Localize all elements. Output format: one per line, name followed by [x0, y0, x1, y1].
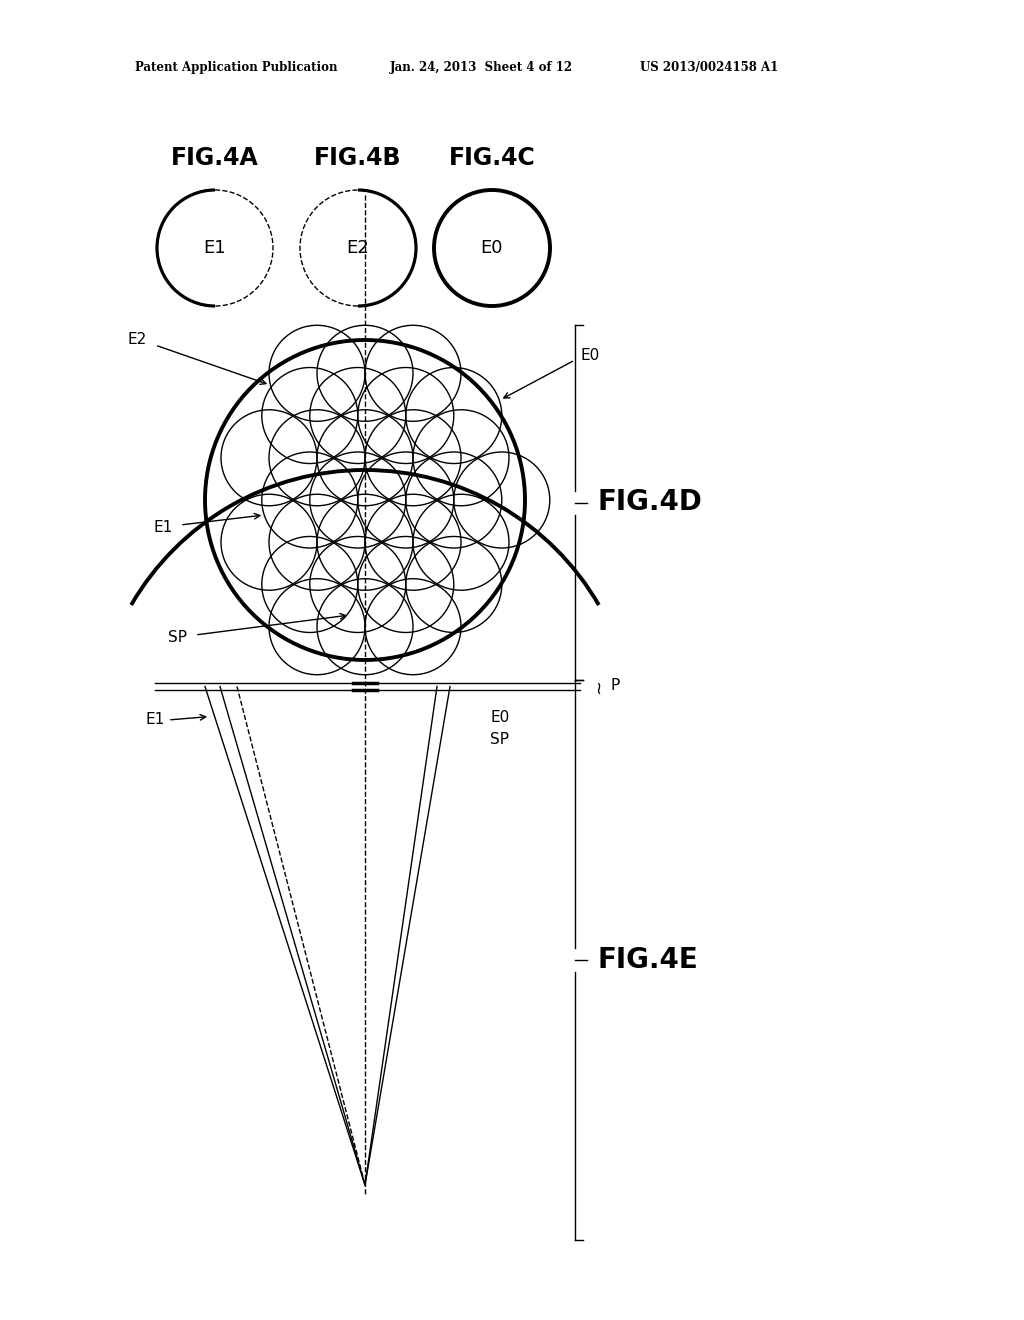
Text: E1: E1	[204, 239, 226, 257]
Text: Jan. 24, 2013  Sheet 4 of 12: Jan. 24, 2013 Sheet 4 of 12	[390, 62, 573, 74]
Text: FIG.4C: FIG.4C	[449, 147, 536, 170]
Text: SP: SP	[490, 733, 509, 747]
Text: E0: E0	[480, 239, 503, 257]
Text: Patent Application Publication: Patent Application Publication	[135, 62, 338, 74]
Text: E0: E0	[580, 347, 599, 363]
Text: US 2013/0024158 A1: US 2013/0024158 A1	[640, 62, 778, 74]
Text: FIG.4B: FIG.4B	[314, 147, 401, 170]
Text: FIG.4D: FIG.4D	[597, 488, 701, 516]
Text: SP: SP	[168, 631, 187, 645]
Text: E2: E2	[347, 239, 370, 257]
Text: P: P	[610, 678, 620, 693]
Text: E0: E0	[490, 710, 509, 726]
Text: E2: E2	[128, 333, 147, 347]
Text: E1: E1	[145, 713, 165, 727]
Text: FIG.4E: FIG.4E	[597, 946, 697, 974]
Text: E1: E1	[154, 520, 173, 536]
Text: FIG.4A: FIG.4A	[171, 147, 259, 170]
Text: ~: ~	[590, 678, 608, 693]
